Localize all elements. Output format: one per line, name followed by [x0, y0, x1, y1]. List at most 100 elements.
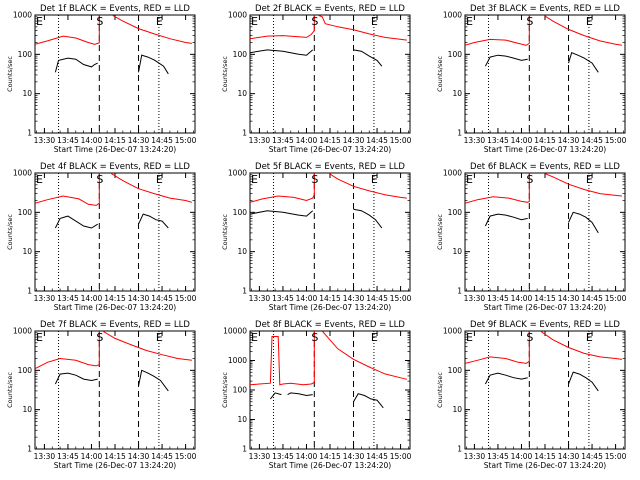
y-tick-label: 1 [457, 129, 462, 138]
event-marker-label: E [371, 173, 378, 186]
event-marker-label: E [586, 15, 593, 28]
x-tick-label: 15:00 [175, 136, 197, 145]
event-marker-label: S [526, 15, 533, 28]
x-tick-label: 13:30 [34, 136, 56, 145]
events-series-line [353, 208, 383, 229]
y-tick-label: 100 [18, 50, 33, 59]
lld-series-line [250, 331, 315, 386]
events-series-line [484, 54, 528, 67]
y-axis-label: Counts/sec [221, 214, 229, 250]
events-series-line [54, 215, 98, 229]
x-tick-label: 14:00 [81, 294, 103, 303]
x-tick-label: 13:45 [272, 136, 294, 145]
y-tick-label: 10 [22, 405, 32, 414]
x-tick-label: 14:00 [296, 136, 318, 145]
x-tick-label: 14:45 [151, 136, 173, 145]
x-tick-label: 14:15 [534, 136, 556, 145]
y-tick-label: 10 [22, 247, 32, 256]
y-axis-label: Counts/sec [221, 372, 229, 408]
events-series-line [484, 213, 528, 227]
x-tick-label: 14:30 [558, 136, 580, 145]
events-series-line [568, 52, 599, 73]
event-marker-label: S [311, 173, 318, 186]
x-tick-label: 14:45 [366, 136, 388, 145]
event-marker-label: E [156, 173, 163, 186]
plot-frame [464, 330, 626, 450]
x-tick-label: 14:30 [128, 452, 150, 461]
x-tick-label: 14:00 [296, 294, 318, 303]
x-axis-label: Start Time (26-Dec-07 13:24:20) [269, 145, 391, 154]
x-tick-label: 14:15 [104, 136, 126, 145]
x-axis-label: Start Time (26-Dec-07 13:24:20) [54, 461, 176, 470]
x-axis-label: Start Time (26-Dec-07 13:24:20) [54, 303, 176, 312]
event-marker-label: E [156, 15, 163, 28]
event-marker-label: E [36, 331, 43, 344]
lld-series-line [111, 15, 192, 44]
plot-frame [464, 14, 626, 134]
y-axis-label: Counts/sec [6, 372, 14, 408]
events-series-line [54, 57, 98, 73]
y-tick-label: 1 [457, 287, 462, 296]
y-tick-label: 100 [233, 208, 248, 217]
event-marker-label: E [251, 173, 258, 186]
event-marker-label: S [311, 15, 318, 28]
x-tick-label: 13:45 [487, 294, 509, 303]
x-tick-label: 13:30 [249, 136, 271, 145]
y-axis-label: Counts/sec [6, 56, 14, 92]
plot-frame [249, 172, 411, 292]
x-tick-label: 14:00 [81, 136, 103, 145]
x-axis-label: Start Time (26-Dec-07 13:24:20) [269, 303, 391, 312]
lld-series-line [250, 173, 315, 203]
events-series-line [270, 392, 282, 400]
x-tick-label: 14:30 [343, 452, 365, 461]
event-marker-label: S [96, 173, 103, 186]
event-marker-label: E [466, 15, 473, 28]
lld-series-line [317, 15, 407, 41]
chart-title: Det 5f BLACK = Events, RED = LLD [255, 162, 405, 172]
events-series-line [250, 49, 314, 56]
plot-frame [249, 14, 411, 134]
lld-series-line [328, 173, 407, 199]
x-tick-label: 14:45 [366, 294, 388, 303]
y-tick-label: 10 [237, 89, 247, 98]
x-tick-label: 13:45 [487, 452, 509, 461]
y-tick-label: 1000 [13, 11, 32, 20]
x-tick-label: 15:00 [175, 294, 197, 303]
event-marker-label: E [251, 331, 258, 344]
y-tick-label: 1 [27, 445, 32, 454]
x-tick-label: 14:30 [343, 294, 365, 303]
event-marker-label: E [371, 331, 378, 344]
event-marker-label: E [466, 331, 473, 344]
y-axis-label: Counts/sec [221, 56, 229, 92]
plot-frame [34, 330, 196, 450]
events-series-line [138, 213, 169, 229]
events-series-line [250, 210, 314, 217]
plot-frame [34, 14, 196, 134]
x-tick-label: 14:30 [558, 452, 580, 461]
chart-panel-6: Det 6f BLACK = Events, RED = LLD Counts/s… [436, 162, 627, 312]
y-tick-label: 100 [233, 50, 248, 59]
x-tick-label: 14:45 [581, 452, 603, 461]
y-tick-label: 1000 [228, 11, 247, 20]
x-tick-label: 15:00 [390, 452, 412, 461]
x-tick-label: 14:30 [128, 136, 150, 145]
event-marker-label: E [586, 331, 593, 344]
y-tick-label: 1000 [443, 327, 462, 336]
y-axis-label: Counts/sec [436, 372, 444, 408]
y-tick-label: 1000 [228, 356, 247, 365]
event-marker-label: S [96, 15, 103, 28]
x-tick-label: 15:00 [605, 136, 627, 145]
y-tick-label: 1 [242, 287, 247, 296]
x-tick-label: 14:15 [104, 452, 126, 461]
y-tick-label: 10000 [223, 327, 247, 336]
chart-title: Det 3f BLACK = Events, RED = LLD [470, 4, 620, 14]
chart-title: Det 7f BLACK = Events, RED = LLD [40, 320, 190, 330]
y-tick-label: 100 [448, 50, 463, 59]
lld-series-line [250, 15, 315, 40]
y-tick-label: 10 [452, 247, 462, 256]
events-series-line [568, 371, 599, 392]
x-tick-label: 14:45 [366, 452, 388, 461]
y-tick-label: 100 [448, 208, 463, 217]
chart-panel-2: Det 2f BLACK = Events, RED = LLD Counts/s… [221, 4, 412, 154]
event-marker-label: S [526, 331, 533, 344]
